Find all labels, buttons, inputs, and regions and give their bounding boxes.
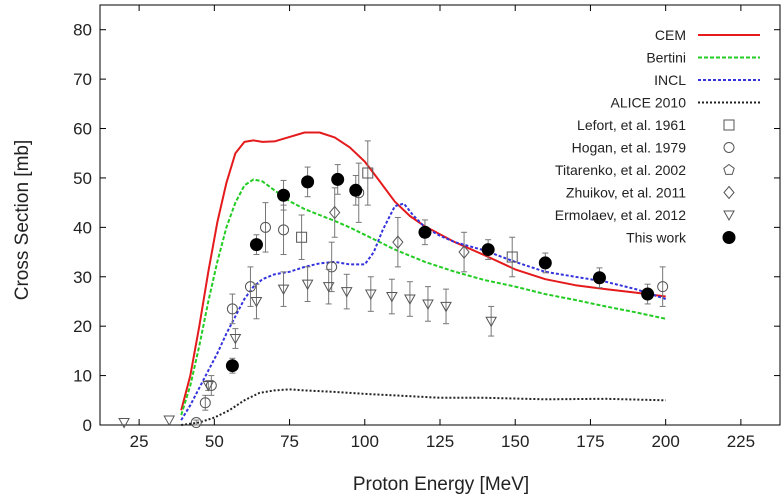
data-point-this-work	[225, 359, 239, 373]
data-point-ermolaev-et-al-2012	[322, 282, 335, 293]
legend-label-lefort-et-al-1961: Lefort, et al. 1961	[577, 117, 686, 133]
legend-label-alice-2010: ALICE 2010	[611, 95, 687, 111]
data-point-ermolaev-et-al-2012	[301, 279, 314, 291]
data-point-ermolaev-et-al-2012	[485, 316, 498, 328]
data-point-ermolaev-et-al-2012	[277, 284, 290, 296]
data-point-this-work	[331, 172, 345, 186]
data-point-ermolaev-et-al-2012	[422, 299, 434, 310]
y-tick-label: 30	[73, 268, 92, 287]
legend-marker-hogan-et-al-1979	[723, 142, 735, 153]
series-points-hogan-et-al-1979	[190, 162, 669, 429]
data-point-hogan-et-al-1979	[326, 261, 338, 273]
x-tick-label: 75	[280, 432, 299, 451]
data-point-hogan-et-al-1979	[259, 221, 271, 233]
data-point-ermolaev-et-al-2012	[229, 334, 242, 345]
legend-label-titarenko-et-al-2002: Titarenko, et al. 2002	[555, 162, 686, 178]
x-tick-label: 25	[130, 432, 149, 451]
legend-marker-titarenko-et-al-2002	[723, 163, 735, 175]
legend-label-ermolaev-et-al-2012: Ermolaev, et al. 2012	[555, 207, 686, 223]
legend-label-this-work: This work	[626, 230, 687, 246]
series-points-lefort-et-al-1961	[296, 140, 518, 278]
legend-label-bertini: Bertini	[646, 50, 686, 66]
data-point-ermolaev-et-al-2012	[202, 380, 215, 392]
y-tick-label: 0	[83, 416, 92, 435]
data-point-this-work	[538, 256, 552, 270]
data-point-ermolaev-et-al-2012	[250, 296, 263, 308]
data-point-this-work	[277, 188, 291, 202]
data-point-hogan-et-al-1979	[199, 397, 211, 409]
series-line-alice-2010	[181, 388, 666, 426]
legend-label-zhuikov-et-al-2011: Zhuikov, et al. 2011	[566, 185, 686, 201]
data-point-this-work	[301, 175, 315, 189]
y-tick-label: 20	[73, 317, 92, 336]
data-point-this-work	[592, 271, 606, 285]
data-point-hogan-et-al-1979	[190, 417, 202, 429]
data-point-this-work	[481, 243, 495, 257]
x-tick-label: 100	[351, 432, 379, 451]
y-tick-label: 40	[73, 218, 92, 237]
x-tick-label: 150	[501, 432, 529, 451]
data-point-zhuikov-et-al-2011	[458, 245, 470, 259]
data-point-hogan-et-al-1979	[205, 379, 217, 391]
y-axis-ticks: 0 10 20 30 40 50 60 70 80	[73, 21, 780, 435]
series-line-bertini	[180, 178, 666, 416]
data-point-lefort-et-al-1961	[362, 167, 374, 179]
series-layer	[180, 131, 667, 426]
y-tick-label: 50	[73, 169, 92, 188]
data-point-ermolaev-et-al-2012	[440, 301, 452, 313]
data-point-ermolaev-et-al-2012	[340, 287, 353, 298]
data-point-hogan-et-al-1979	[244, 281, 256, 293]
data-point-zhuikov-et-al-2011	[392, 235, 404, 249]
y-tick-label: 70	[73, 70, 92, 89]
x-tick-label: 200	[651, 432, 679, 451]
data-point-this-work	[349, 183, 363, 197]
x-tick-label: 50	[205, 432, 224, 451]
data-point-hogan-et-al-1979	[657, 281, 669, 293]
series-points-this-work	[225, 164, 655, 374]
legend-label-incl: INCL	[654, 72, 686, 88]
legend-marker-this-work	[722, 231, 736, 244]
x-axis-label: Proton Energy [MeV]	[353, 474, 529, 495]
data-point-lefort-et-al-1961	[506, 251, 518, 263]
x-axis-ticks: 25 50 75 100 125 150 175 200 225	[130, 5, 755, 451]
series-points-ermolaev-et-al-2012	[118, 266, 498, 429]
data-point-hogan-et-al-1979	[226, 303, 238, 315]
data-point-ermolaev-et-al-2012	[163, 415, 176, 427]
data-point-ermolaev-et-al-2012	[364, 289, 377, 301]
legend-label-hogan-et-al-1979: Hogan, et al. 1979	[572, 140, 687, 156]
legend: CEM Bertini INCL ALICE 2010 Lefort, et al. 1…	[555, 27, 760, 246]
data-point-ermolaev-et-al-2012	[118, 418, 130, 429]
data-point-ermolaev-et-al-2012	[386, 292, 398, 303]
y-tick-label: 80	[73, 21, 92, 40]
legend-marker-zhuikov-et-al-2011	[723, 185, 735, 200]
legend-marker-lefort-et-al-1961	[723, 119, 735, 131]
series-points-zhuikov-et-al-2011	[329, 187, 470, 273]
data-point-this-work	[249, 238, 263, 252]
x-tick-label: 125	[426, 432, 454, 451]
y-tick-label: 10	[73, 367, 92, 386]
data-point-zhuikov-et-al-2011	[329, 205, 341, 220]
data-point-ermolaev-et-al-2012	[404, 294, 416, 306]
legend-label-cem: CEM	[655, 27, 686, 43]
data-point-lefort-et-al-1961	[296, 231, 308, 243]
y-axis-label: Cross Section [mb]	[12, 140, 33, 301]
series-line-cem	[180, 131, 666, 411]
series-line-incl	[180, 202, 667, 421]
x-tick-label: 175	[576, 432, 604, 451]
data-point-this-work	[418, 225, 432, 239]
x-tick-label: 225	[727, 432, 755, 451]
y-tick-label: 60	[73, 120, 92, 139]
points-layer	[118, 140, 669, 429]
data-point-this-work	[641, 287, 655, 301]
data-point-hogan-et-al-1979	[278, 224, 290, 236]
legend-marker-ermolaev-et-al-2012	[723, 210, 735, 222]
